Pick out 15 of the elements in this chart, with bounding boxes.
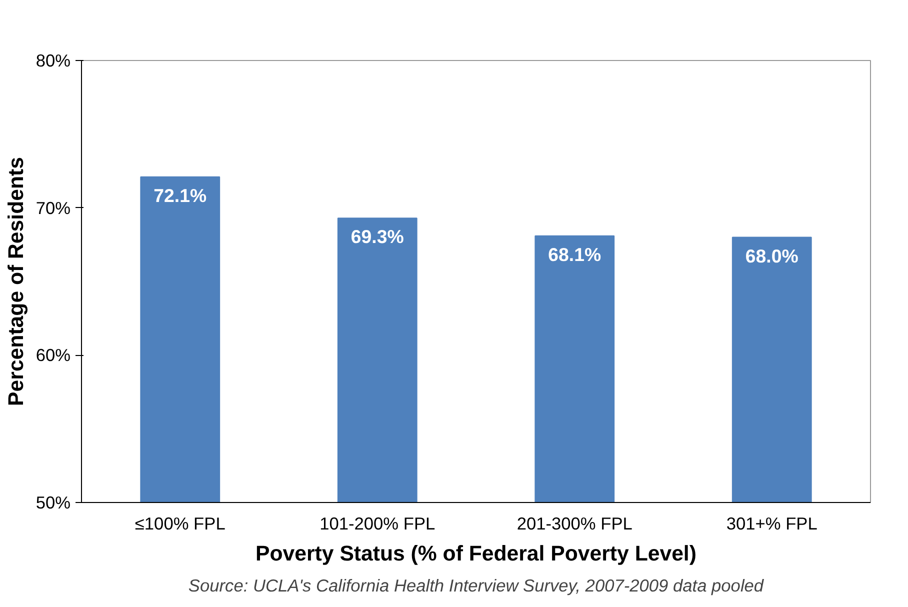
data-label: 72.1% — [154, 184, 207, 206]
y-axis-title: Percentage of Residents — [4, 157, 28, 406]
data-label: 69.3% — [350, 226, 404, 248]
source-note: Source: UCLA's California Health Interview Survey, 2007-2009 data pooled — [188, 576, 765, 596]
x-axis-title: Poverty Status (% of Federal Poverty Level) — [256, 542, 696, 566]
x-tick-label: ≤100% FPL — [134, 514, 226, 534]
x-tick-label: 101-200% FPL — [320, 514, 436, 534]
y-tick-label: 70% — [36, 198, 71, 218]
y-tick-label: 80% — [36, 50, 71, 70]
x-tick-label: 201-300% FPL — [516, 514, 633, 534]
y-tick-label: 60% — [36, 345, 71, 366]
data-label: 68.1% — [548, 244, 602, 265]
data-label: 68.0% — [745, 245, 799, 266]
y-tick-label: 50% — [36, 492, 71, 512]
x-tick-label: 301+% FPL — [726, 514, 818, 534]
